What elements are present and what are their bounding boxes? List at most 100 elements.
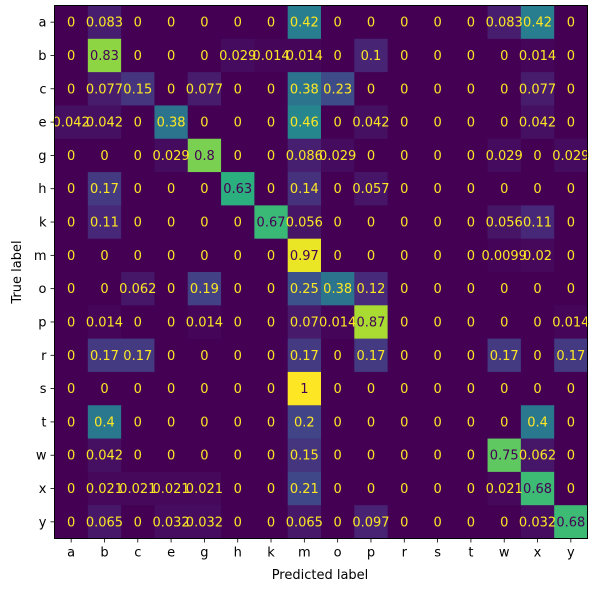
cell-value-label: 0: [267, 249, 275, 264]
cell-value-label: 0: [134, 515, 142, 530]
heatmap-cell-p-a: [54, 305, 89, 340]
heatmap-cell-r-h: [221, 338, 255, 373]
cell-value-label: 0: [367, 449, 375, 464]
cell-value-label: 0: [533, 282, 541, 297]
cell-value-label: 0.032: [152, 515, 189, 530]
cell-value-label: 0: [467, 515, 475, 530]
heatmap-cell-y-h: [221, 505, 255, 539]
cell-value-label: 0: [67, 515, 75, 530]
cell-value-label: 0: [167, 449, 175, 464]
cell-value-label: 0: [134, 382, 142, 397]
x-tick-label: t: [468, 546, 473, 561]
heatmap-cell-r-b: [87, 338, 122, 373]
cell-value-label: 0: [67, 349, 75, 364]
heatmap-cell-y-x: [520, 505, 555, 539]
cell-value-label: 0: [267, 315, 275, 330]
cell-value-label: 0: [467, 16, 475, 31]
heatmap-cell-k-h: [221, 205, 255, 240]
heatmap-cell-h-y: [554, 172, 588, 206]
heatmap-cell-h-b: [87, 172, 122, 206]
cell-value-label: 0: [400, 82, 408, 97]
heatmap-cell-s-b: [87, 371, 122, 406]
heatmap-cell-k-p: [354, 205, 389, 240]
cell-value-label: 0: [267, 282, 275, 297]
cell-value-label: 0: [334, 349, 342, 364]
cell-value-label: 0: [234, 116, 242, 131]
cell-value-label: 0: [433, 149, 441, 164]
cell-value-label: 0: [167, 349, 175, 364]
cell-value-label: 0: [134, 449, 142, 464]
x-tick-label: m: [298, 546, 311, 561]
cell-value-label: 0.056: [286, 216, 323, 231]
heatmap-cell-e-h: [221, 105, 255, 140]
cell-value-label: 0.63: [223, 182, 252, 197]
cell-value-label: 0: [200, 16, 208, 31]
heatmap-cell-y-r: [387, 505, 422, 539]
x-tick-label: k: [267, 546, 275, 561]
y-tick-label: h: [38, 182, 46, 197]
heatmap-cell-a-b: [87, 5, 122, 40]
heatmap-cell-e-k: [254, 105, 289, 140]
cell-value-label: 0: [467, 382, 475, 397]
heatmap-cell-w-p: [354, 438, 389, 473]
cell-value-label: 0: [467, 449, 475, 464]
heatmap-cell-e-a: [54, 105, 89, 140]
cell-value-label: 0: [167, 49, 175, 64]
heatmap-cell-y-k: [254, 505, 289, 539]
heatmap-cell-w-g: [187, 438, 222, 473]
heatmap-cell-s-c: [121, 371, 155, 406]
heatmap-cell-a-g: [187, 5, 222, 40]
heatmap-cell-m-g: [187, 238, 222, 273]
heatmap-cell-s-a: [54, 371, 89, 406]
heatmap-cell-r-a: [54, 338, 89, 373]
x-tick-label: r: [402, 546, 408, 561]
heatmap-cell-w-s: [420, 438, 455, 473]
cell-value-label: 0: [367, 382, 375, 397]
cell-value-label: 0: [433, 315, 441, 330]
heatmap-cell-x-h: [221, 471, 255, 506]
cell-value-label: 0: [100, 282, 108, 297]
cell-value-label: 0: [367, 216, 375, 231]
heatmap-cell-t-o: [321, 405, 355, 440]
cell-value-label: 0: [367, 149, 375, 164]
cell-value-label: 0.87: [356, 315, 385, 330]
cell-value-label: 0.042: [53, 116, 90, 131]
cell-value-label: 0: [400, 282, 408, 297]
cell-value-label: 0.077: [186, 82, 223, 97]
heatmap-cell-o-r: [387, 272, 422, 306]
cell-value-label: 0: [433, 515, 441, 530]
heatmap-cell-t-e: [154, 405, 189, 440]
cell-value-label: 0: [234, 216, 242, 231]
x-tick-label: y: [567, 546, 575, 561]
cell-value-label: 0: [500, 182, 508, 197]
cell-value-label: 0: [67, 449, 75, 464]
cell-value-label: 0: [67, 482, 75, 497]
cell-value-label: 0.14: [290, 182, 319, 197]
heatmap-cell-m-s: [420, 238, 455, 273]
heatmap-cell-g-s: [420, 138, 455, 173]
cell-value-label: 0.014: [286, 49, 323, 64]
y-tick-label: o: [39, 282, 47, 297]
heatmap-cell-o-e: [154, 272, 189, 306]
cell-value-label: 0: [234, 315, 242, 330]
cell-value-label: 0: [200, 49, 208, 64]
heatmap-cell-t-x: [520, 405, 555, 440]
heatmap-cell-k-y: [554, 205, 588, 240]
heatmap-cell-c-h: [221, 72, 255, 106]
cell-value-label: 0: [267, 382, 275, 397]
heatmap-cell-labels: 0 0.083 0 0 0 0 0 0.42 0 0 0 0 0 0.083 0.42 00 0.83 0 0 0 0.…: [53, 16, 590, 531]
cell-value-label: 0: [567, 182, 575, 197]
heatmap-cell-g-y: [554, 138, 588, 173]
heatmap-cell-y-t: [454, 505, 489, 539]
heatmap-cell-p-g: [187, 305, 222, 340]
cell-value-label: 0: [200, 349, 208, 364]
heatmap-cell-w-e: [154, 438, 189, 473]
heatmap-cell-s-g: [187, 371, 222, 406]
heatmap-cell-x-t: [454, 471, 489, 506]
heatmap-cell-a-x: [520, 5, 555, 40]
heatmap-cell-c-b: [87, 72, 122, 106]
cell-value-label: 0: [433, 249, 441, 264]
cell-value-label: 0.23: [323, 82, 352, 97]
cell-value-label: 0: [234, 515, 242, 530]
cell-value-label: 0: [433, 49, 441, 64]
